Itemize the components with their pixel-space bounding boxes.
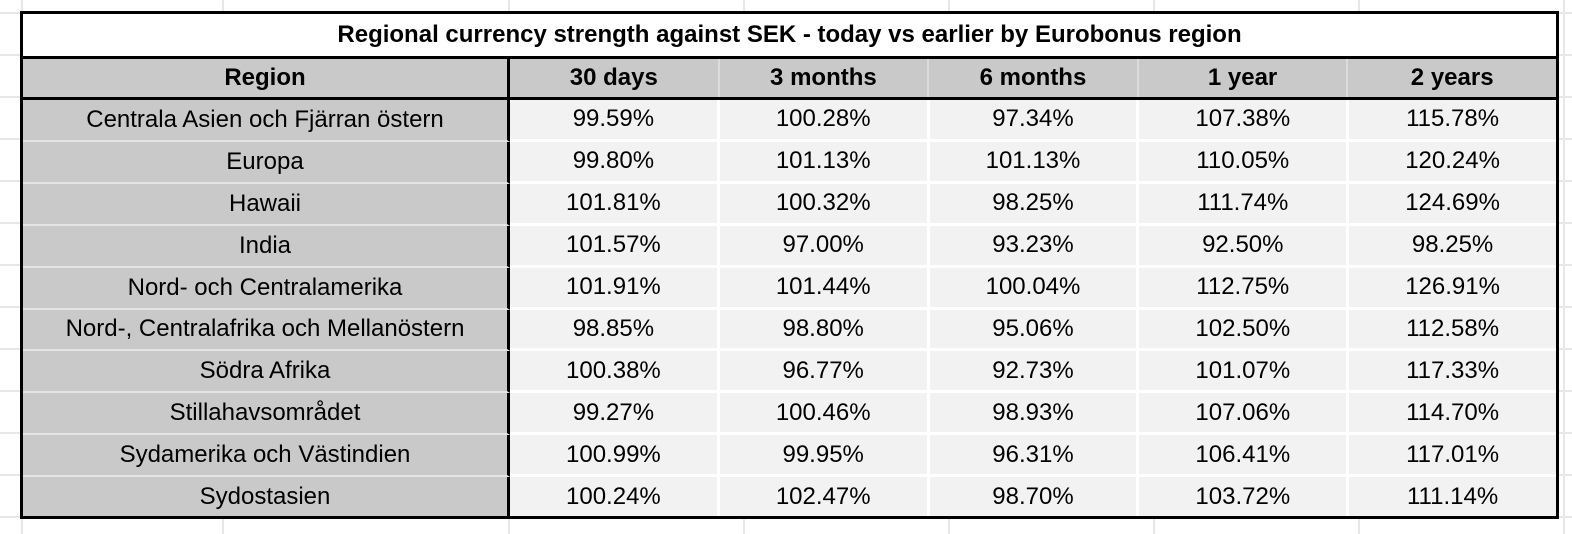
value-cell[interactable]: 95.06%	[926, 309, 1137, 352]
value-cell[interactable]: 101.44%	[716, 267, 927, 310]
value-cell[interactable]: 102.50%	[1136, 309, 1347, 352]
value-cell[interactable]: 114.70%	[1346, 393, 1556, 436]
value-cell[interactable]: 111.74%	[1136, 183, 1347, 226]
value-cell[interactable]: 96.31%	[926, 435, 1137, 478]
region-cell[interactable]: India	[23, 225, 510, 268]
value-cell[interactable]: 98.93%	[926, 393, 1137, 436]
value-cell[interactable]: 100.38%	[510, 351, 717, 394]
value-cell[interactable]: 106.41%	[1136, 435, 1347, 478]
value-cell[interactable]: 100.24%	[510, 477, 717, 517]
table-row: Nord- och Centralamerika 101.91% 101.44%…	[23, 267, 1556, 310]
table-row: Sydostasien 100.24% 102.47% 98.70% 103.7…	[23, 477, 1556, 517]
value-cell[interactable]: 101.13%	[716, 141, 927, 184]
region-cell[interactable]: Sydamerika och Västindien	[23, 435, 510, 478]
value-cell[interactable]: 98.70%	[926, 477, 1137, 517]
value-cell[interactable]: 98.25%	[1346, 225, 1556, 268]
value-cell[interactable]: 124.69%	[1346, 183, 1556, 226]
region-cell[interactable]: Europa	[23, 141, 510, 184]
region-cell[interactable]: Stillahavsområdet	[23, 393, 510, 436]
value-cell[interactable]: 110.05%	[1136, 141, 1347, 184]
value-cell[interactable]: 99.95%	[716, 435, 927, 478]
value-cell[interactable]: 103.72%	[1136, 477, 1347, 517]
value-cell[interactable]: 92.50%	[1136, 225, 1347, 268]
table-row: Centrala Asien och Fjärran östern 99.59%…	[23, 100, 1556, 142]
value-cell[interactable]: 112.75%	[1136, 267, 1347, 310]
value-cell[interactable]: 115.78%	[1346, 100, 1556, 142]
table-row: Hawaii 101.81% 100.32% 98.25% 111.74% 12…	[23, 183, 1556, 226]
table-row: India 101.57% 97.00% 93.23% 92.50% 98.25…	[23, 225, 1556, 268]
value-cell[interactable]: 117.01%	[1346, 435, 1556, 478]
table-title-cell[interactable]: Regional currency strength against SEK -…	[23, 14, 1556, 59]
column-header-3-months[interactable]: 3 months	[717, 59, 928, 97]
region-cell[interactable]: Södra Afrika	[23, 351, 510, 394]
value-cell[interactable]: 99.80%	[510, 141, 717, 184]
region-cell[interactable]: Nord- och Centralamerika	[23, 267, 510, 310]
value-cell[interactable]: 117.33%	[1346, 351, 1556, 394]
region-cell[interactable]: Hawaii	[23, 183, 510, 226]
value-cell[interactable]: 101.13%	[926, 141, 1137, 184]
currency-strength-table: Regional currency strength against SEK -…	[20, 11, 1559, 519]
value-cell[interactable]: 99.59%	[510, 100, 717, 142]
value-cell[interactable]: 98.25%	[926, 183, 1137, 226]
value-cell[interactable]: 101.57%	[510, 225, 717, 268]
value-cell[interactable]: 99.27%	[510, 393, 717, 436]
table-header-row: Region 30 days 3 months 6 months 1 year …	[23, 59, 1556, 100]
value-cell[interactable]: 102.47%	[716, 477, 927, 517]
value-cell[interactable]: 100.28%	[716, 100, 927, 142]
value-cell[interactable]: 107.38%	[1136, 100, 1347, 142]
value-cell[interactable]: 126.91%	[1346, 267, 1556, 310]
table-row: Europa 99.80% 101.13% 101.13% 110.05% 12…	[23, 141, 1556, 184]
value-cell[interactable]: 92.73%	[926, 351, 1137, 394]
column-header-2-years[interactable]: 2 years	[1346, 59, 1556, 97]
value-cell[interactable]: 112.58%	[1346, 309, 1556, 352]
value-cell[interactable]: 100.99%	[510, 435, 717, 478]
value-cell[interactable]: 100.46%	[716, 393, 927, 436]
region-cell[interactable]: Sydostasien	[23, 477, 510, 517]
column-header-region[interactable]: Region	[23, 59, 510, 97]
value-cell[interactable]: 100.32%	[716, 183, 927, 226]
value-cell[interactable]: 101.81%	[510, 183, 717, 226]
value-cell[interactable]: 96.77%	[716, 351, 927, 394]
region-cell[interactable]: Centrala Asien och Fjärran östern	[23, 100, 510, 142]
value-cell[interactable]: 100.04%	[926, 267, 1137, 310]
table-row: Sydamerika och Västindien 100.99% 99.95%…	[23, 435, 1556, 478]
value-cell[interactable]: 98.85%	[510, 309, 717, 352]
value-cell[interactable]: 120.24%	[1346, 141, 1556, 184]
column-header-30-days[interactable]: 30 days	[569, 64, 658, 91]
table-row: Södra Afrika 100.38% 96.77% 92.73% 101.0…	[23, 351, 1556, 394]
value-cell[interactable]: 93.23%	[926, 225, 1137, 268]
value-cell[interactable]: 107.06%	[1136, 393, 1347, 436]
value-cell[interactable]: 101.07%	[1136, 351, 1347, 394]
value-cell[interactable]: 101.91%	[510, 267, 717, 310]
value-cell[interactable]: 98.80%	[716, 309, 927, 352]
region-cell[interactable]: Nord-, Centralafrika och Mellanöstern	[23, 309, 510, 352]
value-cell[interactable]: 97.00%	[716, 225, 927, 268]
column-header-1-year[interactable]: 1 year	[1136, 59, 1347, 97]
table-body: Centrala Asien och Fjärran östern 99.59%…	[23, 100, 1556, 517]
table-row: Stillahavsområdet 99.27% 100.46% 98.93% …	[23, 393, 1556, 436]
value-cell[interactable]: 111.14%	[1346, 477, 1556, 517]
value-cell[interactable]: 97.34%	[926, 100, 1137, 142]
column-header-6-months[interactable]: 6 months	[927, 59, 1137, 97]
table-row: Nord-, Centralafrika och Mellanöstern 98…	[23, 309, 1556, 352]
